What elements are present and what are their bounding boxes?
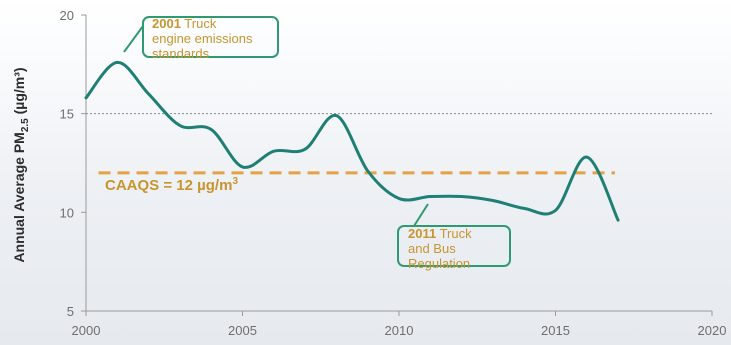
x-tick-label: 2020 bbox=[698, 323, 727, 338]
axis-ticks: 5 10 15 20 2000 2005 2010 2015 2020 bbox=[60, 8, 727, 338]
x-tick-label: 2005 bbox=[228, 323, 257, 338]
x-tick-label: 2015 bbox=[541, 323, 570, 338]
x-tick-label: 2010 bbox=[385, 323, 414, 338]
y-tick-label: 15 bbox=[60, 107, 74, 122]
annotation-text: engine emissions bbox=[152, 31, 253, 46]
series-group bbox=[84, 60, 620, 222]
y-tick-label: 10 bbox=[60, 205, 74, 220]
annotation-text: 2011 Truck bbox=[408, 226, 472, 241]
annotation-text: 2001 Truck bbox=[152, 16, 217, 31]
annotation-pointer bbox=[123, 25, 144, 53]
annotation-text: standards bbox=[152, 46, 210, 61]
annotation-box bbox=[397, 225, 511, 267]
annotation-text: and Bus bbox=[408, 241, 456, 256]
y-tick-label: 5 bbox=[67, 304, 74, 319]
pm25-series-line bbox=[84, 60, 620, 222]
y-axis-title-group: Annual Average PM2.5 (µg/m³) bbox=[11, 67, 31, 262]
annotation-box bbox=[142, 16, 279, 58]
caaqs-reference-label: CAAQS = 12 µg/m3 bbox=[105, 176, 238, 194]
annotation-text: Regulation bbox=[408, 256, 470, 271]
annotation-pointer bbox=[413, 203, 429, 227]
y-tick-label: 20 bbox=[60, 8, 74, 23]
y-axis-title: Annual Average PM2.5 (µg/m³) bbox=[11, 67, 31, 262]
reference-line-group: CAAQS = 12 µg/m3 bbox=[98, 171, 615, 194]
x-tick-label: 2000 bbox=[72, 323, 101, 338]
